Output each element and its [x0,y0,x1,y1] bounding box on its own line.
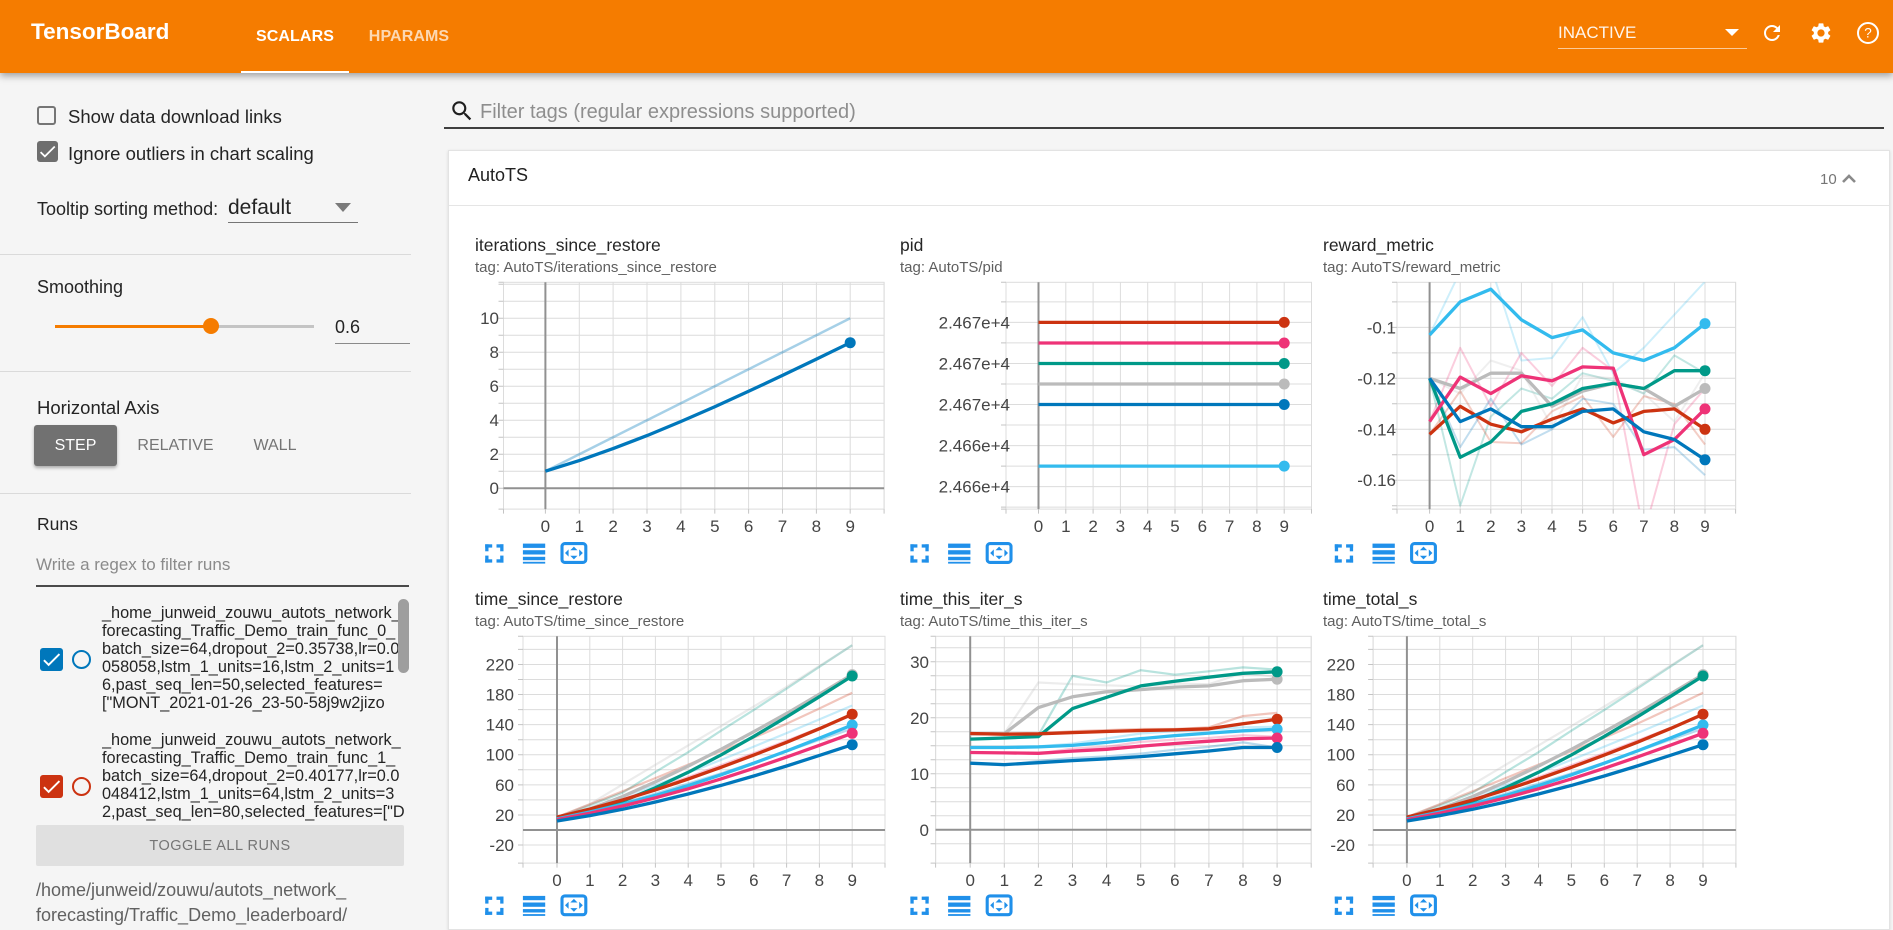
svg-text:?: ? [1864,26,1872,41]
